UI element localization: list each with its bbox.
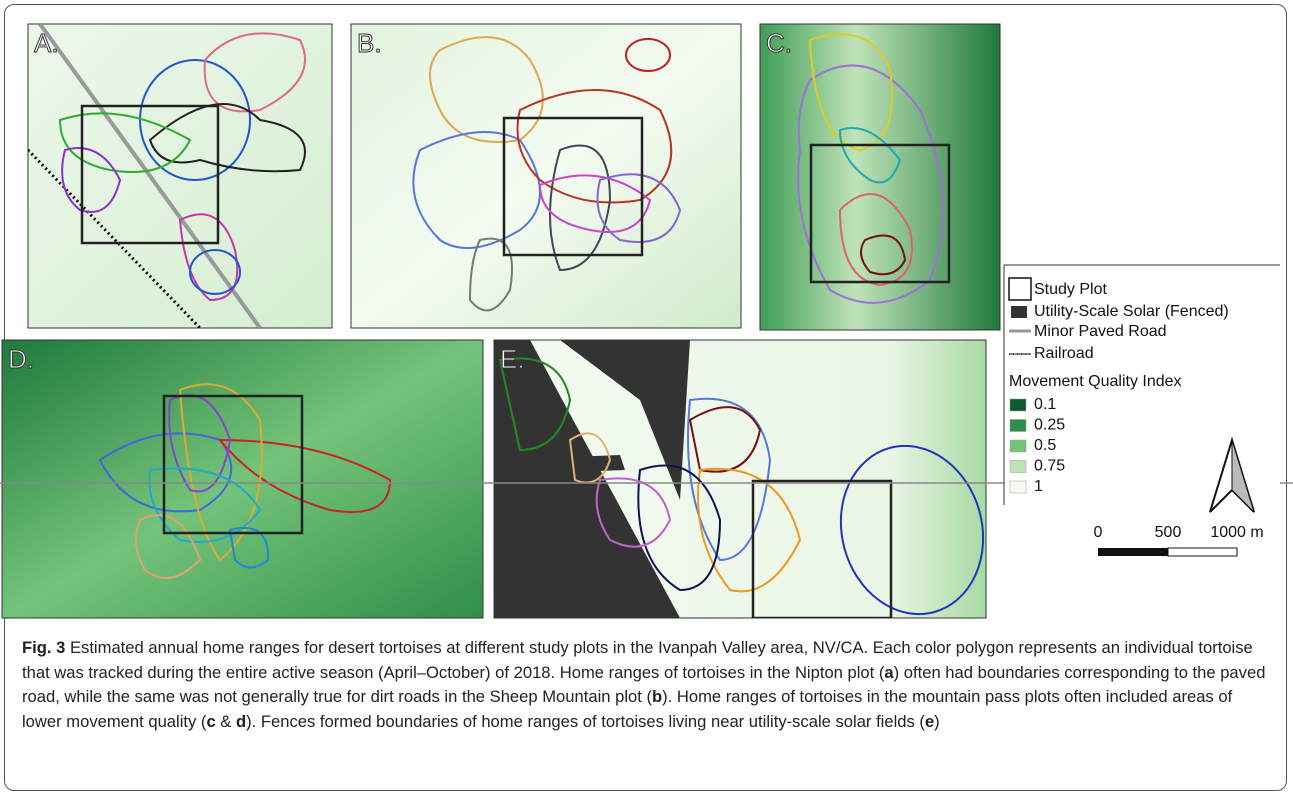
figure-caption: Fig. 3 Estimated annual home ranges for … [22,636,1272,734]
panel-c: C. [760,24,1000,330]
caption-text: a [884,663,893,682]
panel-d: D. [2,340,483,618]
page: {"panels": [{"label": "A."}, {"label": "… [0,0,1293,797]
caption-text: d [236,712,246,731]
legend-swatch [1010,399,1026,411]
caption-text: e [925,712,934,731]
figure: A. B. C. [0,0,1293,630]
caption-text: & [216,712,236,731]
legend-label: Study Plot [1034,281,1107,298]
panel-a: A. [28,24,332,328]
panel-label: C. [766,28,792,58]
scale-label: 500 [1155,524,1182,541]
caption-text: b [652,687,662,706]
panel-label: E. [500,344,525,374]
panel-b: B. [351,24,741,328]
panel-label: D. [8,344,34,374]
scale-bar: 0 500 1000 m [1094,524,1264,556]
panel-label: A. [34,28,59,58]
panel-label: B. [357,28,382,58]
caption-text: c [206,712,215,731]
legend-symbol [1011,306,1027,318]
legend-label: 0.5 [1034,437,1056,454]
scale-label: 1000 m [1210,524,1263,541]
legend-swatch [1010,440,1026,452]
legend-title: Movement Quality Index [1009,373,1182,390]
legend-swatch [1010,420,1026,432]
panel-e: E. [494,340,1002,630]
legend-label: 0.25 [1034,417,1065,434]
legend-label: Utility-Scale Solar (Fenced) [1034,303,1229,320]
caption-text: ). Fences formed boundaries of home rang… [246,712,925,731]
legend-label: Minor Paved Road [1034,323,1167,340]
caption-text: ) [934,712,940,731]
legend-label: Railroad [1034,345,1094,362]
legend-label: 0.75 [1034,458,1065,475]
legend-swatch [1010,461,1026,473]
legend-label: 0.1 [1034,396,1056,413]
scale-label: 0 [1094,524,1103,541]
legend-label: 1 [1034,478,1043,495]
legend-swatch [1010,481,1026,493]
caption-text: Fig. 3 [22,638,65,657]
